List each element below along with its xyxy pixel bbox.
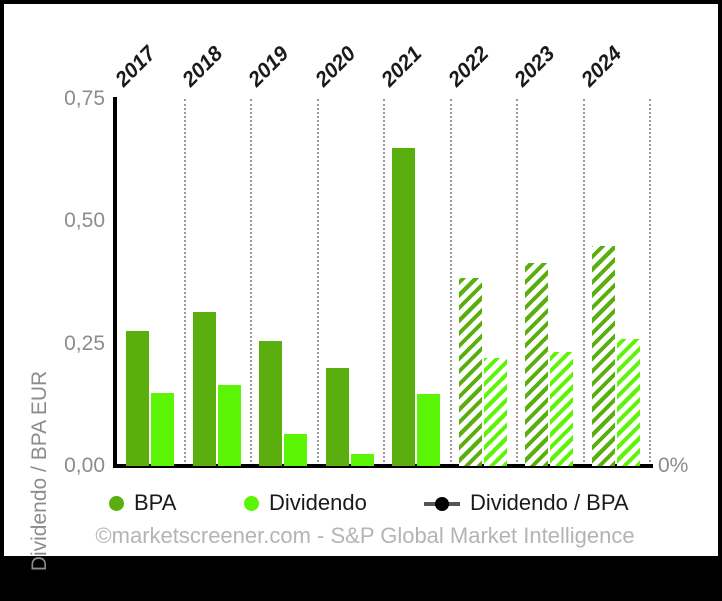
gridline xyxy=(516,99,518,466)
gridline xyxy=(649,99,651,466)
legend-item-dividendo-bpa[interactable]: Dividendo / BPA xyxy=(424,490,629,516)
bar-dividendo-2017 xyxy=(151,392,175,466)
y-axis-left-tick-label: 0,75 xyxy=(64,87,105,110)
bar-bpa-2021 xyxy=(392,147,416,466)
x-axis-tick-label-2021: 2021 xyxy=(377,41,427,92)
gridline xyxy=(183,99,186,466)
bar-dividendo-2021 xyxy=(417,393,441,466)
bar-bpa-2023 xyxy=(525,262,549,466)
bar-bpa-2024 xyxy=(591,245,615,466)
bar-dividendo-2024 xyxy=(616,338,640,466)
chart-legend: BPA Dividendo Dividendo / BPA xyxy=(4,486,722,520)
gridline xyxy=(316,99,319,466)
bar-dividendo-2023 xyxy=(550,352,574,466)
x-axis-tick-label-2022: 2022 xyxy=(443,41,494,92)
gridline xyxy=(250,99,252,466)
legend-label: Dividendo / BPA xyxy=(470,490,629,515)
legend-item-bpa[interactable]: BPA xyxy=(109,490,176,516)
legend-dot-icon xyxy=(244,495,259,511)
x-axis-tick-label-2017: 2017 xyxy=(111,41,161,92)
x-axis-tick-label-2019: 2019 xyxy=(244,41,294,92)
y-axis-title: Dividendo / BPA EUR xyxy=(28,370,51,572)
y-axis-left-tick-label: 0,50 xyxy=(64,209,105,233)
y-axis-left-tick-label: 0,25 xyxy=(64,331,105,355)
bar-dividendo-2018 xyxy=(217,385,241,466)
bar-bpa-2020 xyxy=(325,368,349,466)
gridline xyxy=(582,99,585,466)
legend-label: Dividendo xyxy=(269,490,367,515)
y-axis-left-line xyxy=(113,97,117,468)
x-axis-line xyxy=(113,464,653,468)
x-axis-tick-label-2018: 2018 xyxy=(177,41,228,92)
legend-line-dot-icon xyxy=(424,496,460,511)
bar-bpa-2017 xyxy=(126,331,150,466)
chart-canvas: 0,000,250,500,75 0%20%40%60% Dividendo /… xyxy=(4,4,718,571)
legend-item-dividendo[interactable]: Dividendo xyxy=(244,490,367,516)
legend-dot-icon xyxy=(109,495,124,511)
x-axis-tick-label-2023: 2023 xyxy=(510,41,560,92)
gridline xyxy=(383,99,385,466)
gridline xyxy=(449,99,452,466)
y-axis-left-tick-label: 0,00 xyxy=(64,454,105,477)
legend-label: BPA xyxy=(134,490,177,515)
x-axis-tick-label-2020: 2020 xyxy=(310,41,361,92)
bar-dividendo-2020 xyxy=(350,453,374,466)
bar-bpa-2022 xyxy=(458,277,482,466)
x-axis-tick-label-2024: 2024 xyxy=(576,41,627,92)
bar-dividendo-2022 xyxy=(483,358,507,466)
bar-dividendo-2019 xyxy=(284,434,308,466)
chart-frame: 0,000,250,500,75 0%20%40%60% Dividendo /… xyxy=(0,0,722,571)
footer-credit: ©marketscreener.com - S&P Global Market … xyxy=(95,523,635,548)
bars-layer xyxy=(117,99,649,466)
y-axis-right-tick-label: 0% xyxy=(658,454,689,477)
bar-bpa-2018 xyxy=(192,311,216,466)
bar-bpa-2019 xyxy=(259,341,283,466)
